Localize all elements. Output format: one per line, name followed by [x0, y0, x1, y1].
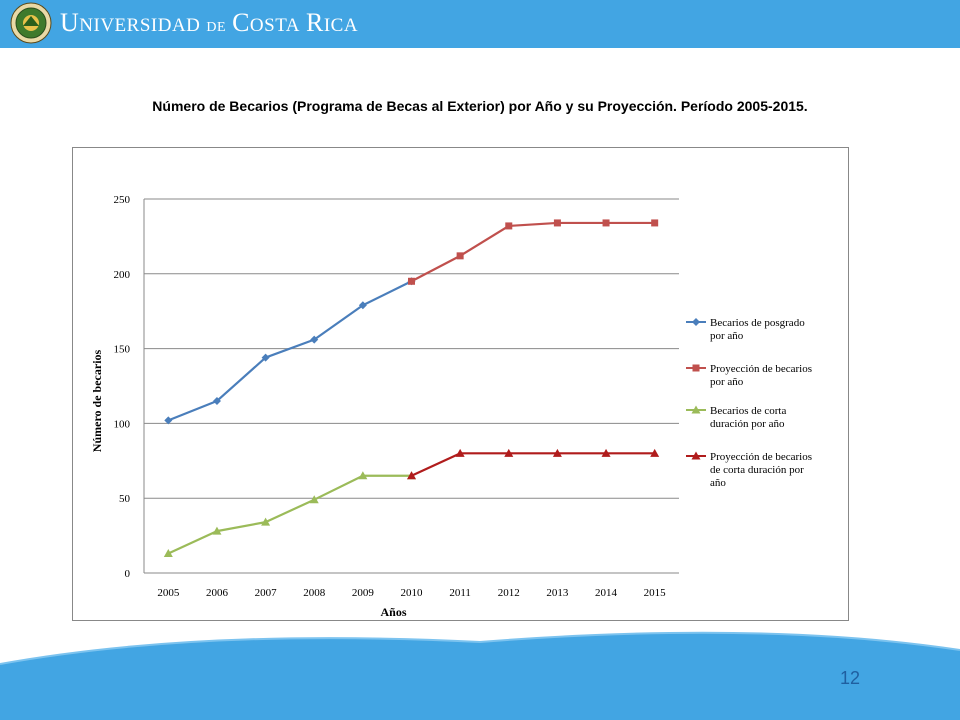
data-point [455, 448, 465, 457]
data-point [309, 495, 319, 504]
data-point [504, 448, 514, 457]
legend-label-line: por año [710, 330, 744, 342]
x-tick-label: 2011 [449, 587, 471, 599]
x-tick-label: 2013 [546, 587, 569, 599]
legend-label-line: de corta duración por [710, 464, 804, 476]
data-point [163, 549, 173, 558]
data-point [601, 448, 611, 457]
legend-marker [691, 405, 701, 414]
data-point [407, 471, 416, 480]
data-point [651, 219, 659, 227]
data-point [261, 517, 271, 526]
legend-marker [692, 364, 700, 372]
series-line-1 [167, 280, 412, 422]
x-tick-label: 2007 [255, 587, 278, 599]
y-tick-label: 200 [114, 269, 131, 281]
data-point [505, 222, 513, 230]
x-tick-label: 2015 [644, 587, 667, 599]
data-point [552, 448, 562, 457]
x-tick-label: 2008 [303, 587, 326, 599]
legend-label-line: Proyección de becarios [710, 363, 812, 375]
legend-label-line: Proyección de becarios [710, 451, 812, 463]
data-point [358, 471, 368, 480]
legend-label: Proyección de becarios por año [710, 363, 812, 388]
header-bar: U NIVERSIDAD DE C OSTA R ICA [0, 0, 960, 48]
data-point [456, 252, 464, 260]
series-line-3 [167, 474, 412, 555]
data-point [212, 396, 221, 405]
x-tick-label: 2012 [498, 587, 520, 599]
data-point [261, 353, 270, 362]
legend-marker [692, 318, 700, 326]
series-line-4 [411, 452, 655, 477]
legend-label: Becarios de corta duración por año [710, 405, 786, 430]
y-axis-title: Número de becarios [90, 349, 104, 452]
data-point [164, 416, 173, 425]
chart-frame: 0 50 100 150 200 250 2005 2006 2007 2008 2009 2010 2… [72, 147, 849, 621]
x-tick-label: 2014 [595, 587, 618, 599]
slide-title: Número de Becarios (Programa de Becas al… [152, 98, 808, 114]
data-point [358, 301, 367, 310]
university-seal-icon [10, 2, 52, 44]
y-tick-label: 0 [125, 568, 131, 580]
legend-label-line: por año [710, 376, 744, 388]
y-tick-label: 50 [119, 493, 131, 505]
y-tick-label: 250 [114, 194, 131, 206]
data-point [650, 448, 660, 457]
line-chart: 0 50 100 150 200 250 2005 2006 2007 2008 2009 2010 2… [90, 194, 812, 619]
x-tick-label: 2010 [401, 587, 424, 599]
legend-label-line: duración por año [710, 418, 785, 430]
x-tick-label: 2006 [206, 587, 229, 599]
y-tick-label: 150 [114, 344, 131, 356]
legend-label: Proyección de becarios de corta duración … [710, 451, 812, 489]
legend-label-line: año [710, 477, 726, 489]
page-number: 12 [839, 668, 861, 688]
series-line-2 [410, 221, 655, 283]
data-point [602, 219, 610, 227]
university-name: U NIVERSIDAD DE C OSTA R ICA [60, 8, 359, 37]
data-point [310, 335, 319, 344]
x-axis-title: Años [380, 605, 406, 619]
legend-label-line: Becarios de corta [710, 405, 786, 417]
x-tick-label: 2009 [352, 587, 375, 599]
y-tick-label: 100 [114, 418, 131, 430]
x-tick-label: 2005 [157, 587, 180, 599]
data-point [408, 277, 415, 285]
legend-label: Becarios de posgrado por año [710, 317, 805, 342]
data-point [553, 219, 561, 227]
legend-marker [691, 451, 701, 460]
legend-label-line: Becarios de posgrado [710, 317, 805, 329]
data-point [212, 526, 222, 535]
